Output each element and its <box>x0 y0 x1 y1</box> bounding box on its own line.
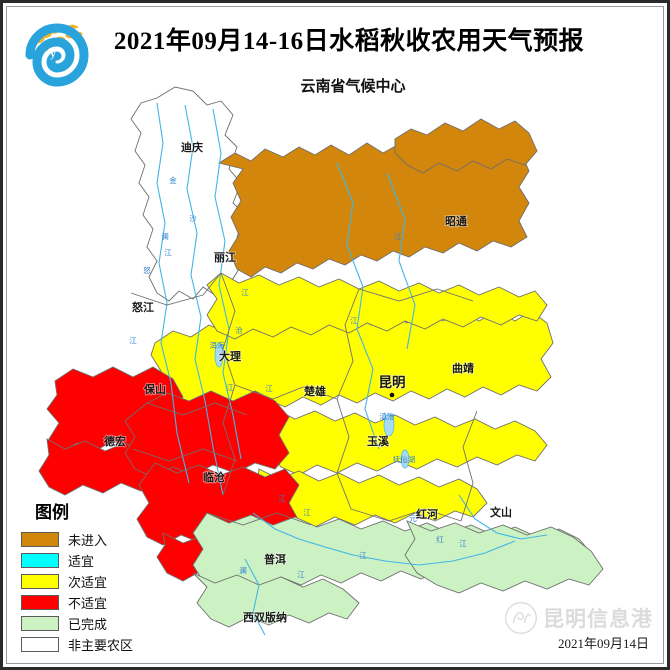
hydro-label: 江 <box>265 384 273 393</box>
legend-item-label: 适宜 <box>68 554 95 569</box>
prefecture-label-普洱: 普洱 <box>264 552 286 566</box>
legend-item: 未进入 <box>21 531 171 548</box>
hydro-label: 江 <box>459 539 467 548</box>
prefecture-label-昭通: 昭通 <box>445 215 467 228</box>
region-yuxi-honghe-north-sub-optimal <box>268 408 548 476</box>
prefecture-label-怒江: 怒江 <box>132 300 154 314</box>
legend-item-label: 非主要农区 <box>68 638 134 653</box>
hydro-label: 江 <box>359 551 367 560</box>
hydro-label: 元 <box>409 514 417 523</box>
map-status-regions <box>38 86 604 628</box>
prefecture-label-玉溪: 玉溪 <box>367 434 390 448</box>
region-dali-baoshan-sub-optimal <box>206 272 548 340</box>
prefecture-label-丽江: 丽江 <box>214 250 236 264</box>
region-group-unsuitable <box>38 366 300 582</box>
provincial-capital-marker <box>389 392 395 398</box>
hydro-label: 沙 <box>189 214 197 223</box>
prefecture-label-红河: 红河 <box>416 507 438 521</box>
legend-item: 适宜 <box>21 552 171 569</box>
prefecture-label-大理: 大理 <box>219 349 241 363</box>
prefecture-label-楚雄: 楚雄 <box>304 384 326 398</box>
prefecture-label-迪庆: 迪庆 <box>181 140 203 154</box>
map-prefecture-boundaries <box>130 272 478 526</box>
hydro-label: 江 <box>303 508 311 517</box>
legend-item-label: 不适宜 <box>68 596 108 611</box>
hydro-label: 澜 <box>161 232 169 241</box>
region-nujiang-diqing <box>130 86 248 302</box>
legend-swatch <box>21 574 59 589</box>
hydro-label: 江 <box>164 248 172 257</box>
legend-swatch <box>21 595 59 610</box>
hydro-label: 江 <box>241 288 249 297</box>
prefecture-label-西双版纳: 西双版纳 <box>243 610 287 624</box>
hydro-label: 红 <box>436 534 444 544</box>
legend-item: 已完成 <box>21 615 171 632</box>
yunnan-map: 金沙江怒澜江江沧江江洱海江江滇池 抚仙湖江元江红江江澜江 迪庆 怒江 丽江 昭通 大理 保山… <box>7 43 667 643</box>
region-xishuangbanna-completed <box>192 572 360 628</box>
issue-date: 2021年09月14日 <box>557 636 649 651</box>
legend-item: 非主要农区 <box>21 636 171 653</box>
prefecture-label-曲靖: 曲靖 <box>452 361 474 375</box>
hydro-label: 江 <box>297 570 305 579</box>
prefecture-label-保山: 保山 <box>143 382 166 396</box>
hydro-label: 洱海 <box>210 340 225 350</box>
page-subtitle: 云南省气候中心 <box>300 79 406 95</box>
region-group-completed <box>192 512 604 628</box>
hydro-label: 抚仙湖 <box>393 454 416 464</box>
hydro-label: 江 <box>350 316 358 325</box>
hydro-label: 澜 <box>239 566 247 575</box>
region-zhaotong-north-not-entered <box>394 118 538 174</box>
hydro-label: 金 <box>169 175 177 185</box>
legend-item-label: 已完成 <box>68 617 108 632</box>
region-group-non-agricultural <box>130 86 248 302</box>
prefecture-label-德宏: 德宏 <box>103 434 126 448</box>
hydro-label: 江 <box>394 232 402 241</box>
legend-title: 图例 <box>35 503 69 522</box>
prefecture-label-临沧: 临沧 <box>203 470 225 484</box>
legend-swatch <box>21 637 59 652</box>
prefecture-label-昆明: 昆明 <box>379 375 406 390</box>
header: y 2021年09月14-16日水稻秋收农用天气预报 云南省气候中心 <box>3 3 667 108</box>
region-lincang-unsuitable <box>124 390 290 478</box>
hydro-label: 江 <box>129 336 137 345</box>
region-group-sub-optimal <box>150 272 554 530</box>
legend-rows: 未进入适宜次适宜不适宜已完成非主要农区 <box>21 531 171 653</box>
legend-item-label: 未进入 <box>68 533 108 548</box>
rice-swirl-logo-icon: y <box>25 23 89 87</box>
legend-swatch <box>21 532 59 547</box>
legend-item: 次适宜 <box>21 573 171 590</box>
legend-item-label: 次适宜 <box>68 575 108 590</box>
hydro-label: 滇池 <box>380 411 395 421</box>
hydro-label: 江 <box>278 494 286 503</box>
legend-swatch <box>21 553 59 568</box>
svg-text:y: y <box>50 48 56 60</box>
region-wenshan-completed <box>404 520 604 594</box>
legend-swatch <box>21 616 59 631</box>
region-lijiang-zhaotong-not-entered <box>217 138 530 278</box>
legend: 图例 未进入适宜次适宜不适宜已完成非主要农区 <box>21 498 171 657</box>
hydro-label: 江 <box>226 383 234 392</box>
legend-item: 不适宜 <box>21 594 171 611</box>
region-group-not-entered <box>217 118 538 278</box>
hydro-label: 怒 <box>143 265 151 275</box>
prefecture-label-文山: 文山 <box>490 505 512 519</box>
page-title: 2021年09月14-16日水稻秋收农用天气预报 <box>113 28 585 55</box>
hydro-label: 沧 <box>235 325 243 335</box>
